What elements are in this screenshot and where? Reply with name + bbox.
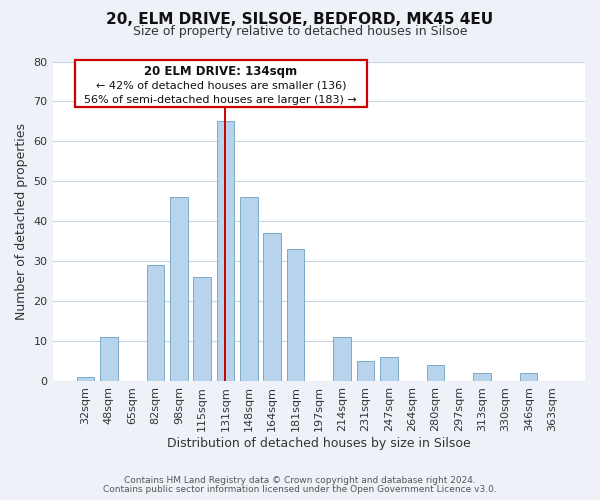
Text: 20 ELM DRIVE: 134sqm: 20 ELM DRIVE: 134sqm (144, 66, 298, 78)
Bar (356, 362, 374, 382)
Bar (520, 374, 538, 382)
Bar (147, 266, 164, 382)
Text: ← 42% of detached houses are smaller (136): ← 42% of detached houses are smaller (13… (95, 80, 346, 90)
Bar (170, 198, 188, 382)
X-axis label: Distribution of detached houses by size in Silsoe: Distribution of detached houses by size … (167, 437, 470, 450)
Y-axis label: Number of detached properties: Number of detached properties (15, 123, 28, 320)
FancyBboxPatch shape (75, 60, 367, 108)
Bar (217, 122, 234, 382)
Bar (380, 358, 398, 382)
Bar (287, 250, 304, 382)
Bar (427, 366, 444, 382)
Bar (240, 198, 257, 382)
Text: 20, ELM DRIVE, SILSOE, BEDFORD, MK45 4EU: 20, ELM DRIVE, SILSOE, BEDFORD, MK45 4EU (106, 12, 494, 28)
Bar (193, 278, 211, 382)
Bar (334, 338, 351, 382)
Bar (77, 378, 94, 382)
Bar (100, 338, 118, 382)
Text: 56% of semi-detached houses are larger (183) →: 56% of semi-detached houses are larger (… (85, 94, 357, 104)
Text: Contains HM Land Registry data © Crown copyright and database right 2024.: Contains HM Land Registry data © Crown c… (124, 476, 476, 485)
Bar (263, 234, 281, 382)
Text: Size of property relative to detached houses in Silsoe: Size of property relative to detached ho… (133, 25, 467, 38)
Bar (473, 374, 491, 382)
Text: Contains public sector information licensed under the Open Government Licence v3: Contains public sector information licen… (103, 485, 497, 494)
